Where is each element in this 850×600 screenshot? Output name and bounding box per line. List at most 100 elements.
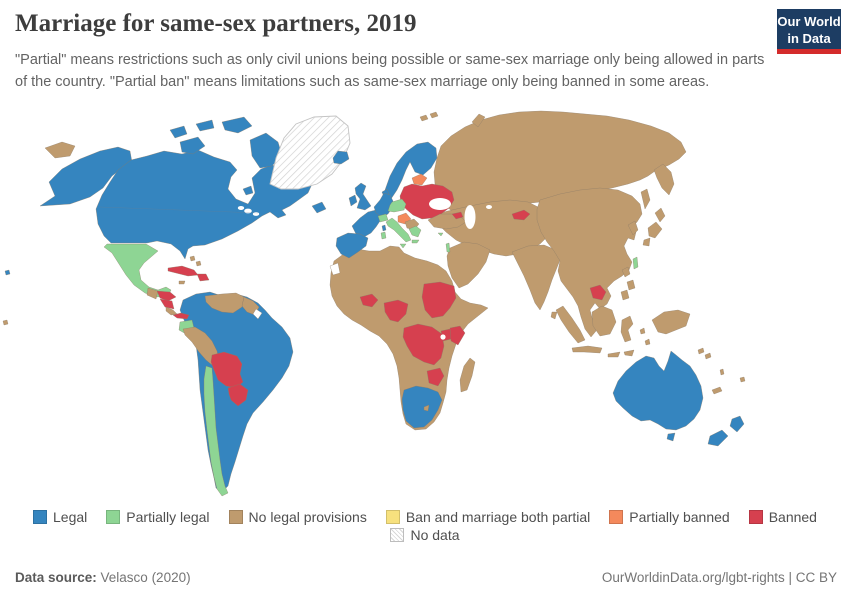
region-italy[interactable] bbox=[385, 217, 412, 243]
region-venezuela[interactable] bbox=[204, 292, 245, 314]
region-panama[interactable] bbox=[172, 312, 190, 320]
region-baltics[interactable] bbox=[411, 173, 428, 186]
great-lake-huron bbox=[244, 208, 252, 214]
region-paraguay[interactable] bbox=[227, 383, 249, 407]
region-french-guiana[interactable] bbox=[252, 308, 263, 320]
region-scandinavia[interactable] bbox=[382, 141, 438, 206]
region-mexico[interactable] bbox=[103, 243, 172, 298]
region-bahamas[interactable] bbox=[189, 255, 202, 267]
region-costa-rica[interactable] bbox=[165, 306, 178, 316]
region-polynesia[interactable] bbox=[2, 319, 9, 326]
region-novaya-zemlya[interactable] bbox=[471, 113, 486, 128]
region-russia-far-left[interactable] bbox=[44, 141, 76, 159]
region-nicaragua[interactable] bbox=[159, 298, 175, 310]
legend-item-no_data[interactable]: No data bbox=[390, 527, 460, 543]
region-australia[interactable] bbox=[612, 350, 704, 431]
region-moluccas[interactable] bbox=[639, 327, 651, 346]
region-sri-lanka[interactable] bbox=[550, 311, 558, 320]
region-hispaniola[interactable] bbox=[196, 273, 210, 282]
region-kyrgyzstan[interactable] bbox=[511, 209, 531, 221]
owid-url-license[interactable]: OurWorldinData.org/lgbt-rights | CC BY bbox=[601, 570, 837, 585]
region-newfoundland[interactable] bbox=[311, 201, 327, 214]
region-philippines-mindanao[interactable] bbox=[620, 289, 630, 301]
region-guatemala[interactable] bbox=[146, 287, 159, 300]
region-southampton-island[interactable] bbox=[242, 185, 254, 196]
region-greenland[interactable] bbox=[269, 115, 351, 190]
legend-item-banned[interactable]: Banned bbox=[748, 509, 817, 525]
region-tasmania[interactable] bbox=[666, 432, 676, 442]
region-korea[interactable] bbox=[627, 220, 639, 236]
region-kenya[interactable] bbox=[449, 325, 466, 346]
region-japan-hokkaido[interactable] bbox=[654, 207, 666, 223]
region-victoria-island[interactable] bbox=[179, 136, 206, 155]
region-vanuatu[interactable] bbox=[719, 368, 725, 376]
region-corsica[interactable] bbox=[381, 224, 387, 232]
region-ellesmere-island[interactable] bbox=[221, 116, 253, 134]
region-drc[interactable] bbox=[402, 323, 445, 366]
region-fiji[interactable] bbox=[739, 376, 746, 383]
region-sicily[interactable] bbox=[399, 243, 407, 249]
region-czechia-austria[interactable] bbox=[387, 198, 407, 213]
region-chile[interactable] bbox=[203, 365, 229, 497]
region-jamaica[interactable] bbox=[178, 280, 186, 285]
region-japan-honshu[interactable] bbox=[647, 221, 663, 239]
data-source-note: Data source: Velasco (2020) bbox=[15, 570, 191, 585]
region-philippines-visayas[interactable] bbox=[626, 279, 636, 291]
region-new-caledonia[interactable] bbox=[711, 386, 723, 395]
data-source-value: Velasco (2020) bbox=[96, 570, 191, 585]
legend-item-partial_legal[interactable]: Partially legal bbox=[106, 509, 210, 525]
region-burkina-faso[interactable] bbox=[359, 293, 379, 308]
legend-item-none[interactable]: No legal provisions bbox=[228, 509, 367, 525]
region-banks-island[interactable] bbox=[169, 125, 188, 139]
region-switzerland[interactable] bbox=[377, 213, 389, 223]
legend-item-legal[interactable]: Legal bbox=[33, 509, 87, 525]
region-new-guinea[interactable] bbox=[651, 309, 691, 335]
region-parry-islands[interactable] bbox=[195, 119, 215, 132]
region-greece-albania[interactable] bbox=[408, 225, 422, 238]
region-iceland[interactable] bbox=[332, 150, 350, 165]
region-philippines-luzon[interactable] bbox=[621, 266, 631, 278]
region-arabia[interactable] bbox=[446, 241, 491, 289]
region-israel[interactable] bbox=[445, 242, 451, 253]
region-crete[interactable] bbox=[411, 239, 420, 244]
region-hawaii[interactable] bbox=[4, 269, 11, 276]
region-new-zealand-south[interactable] bbox=[707, 429, 729, 447]
region-solomon-islands[interactable] bbox=[697, 347, 712, 360]
region-alaska[interactable] bbox=[39, 146, 133, 207]
region-svalbard[interactable] bbox=[419, 111, 439, 122]
region-uk[interactable] bbox=[354, 182, 372, 211]
region-sakhalin[interactable] bbox=[640, 188, 651, 210]
legend-item-partial_ban[interactable]: Partially banned bbox=[609, 509, 730, 525]
region-china-se-asia[interactable] bbox=[536, 187, 643, 338]
region-sumatra[interactable] bbox=[555, 305, 586, 344]
region-kamchatka[interactable] bbox=[653, 163, 675, 196]
region-south-africa[interactable] bbox=[401, 385, 443, 429]
region-cyprus[interactable] bbox=[437, 232, 444, 237]
region-sulawesi[interactable] bbox=[620, 315, 634, 343]
region-lesser-sunda[interactable] bbox=[607, 349, 635, 358]
region-taiwan[interactable] bbox=[632, 256, 639, 270]
region-madagascar[interactable] bbox=[459, 357, 476, 393]
region-honduras[interactable] bbox=[156, 290, 177, 302]
region-borneo[interactable] bbox=[591, 305, 617, 337]
region-sardinia[interactable] bbox=[380, 231, 387, 240]
region-nigeria[interactable] bbox=[383, 299, 409, 323]
region-cambodia[interactable] bbox=[589, 284, 607, 301]
region-sudan[interactable] bbox=[421, 281, 457, 319]
region-india[interactable] bbox=[511, 244, 561, 311]
region-japan-kyushu[interactable] bbox=[642, 237, 651, 247]
region-eastern-europe[interactable] bbox=[399, 183, 455, 220]
region-java[interactable] bbox=[571, 345, 603, 354]
region-lesotho[interactable] bbox=[423, 404, 430, 412]
legend-item-ban_marriage_partial[interactable]: Ban and marriage both partial bbox=[385, 509, 590, 525]
region-ireland[interactable] bbox=[348, 194, 358, 207]
region-canada-usa[interactable] bbox=[95, 149, 314, 260]
region-new-zealand-north[interactable] bbox=[729, 415, 745, 433]
region-iberia[interactable] bbox=[335, 232, 369, 259]
region-zimbabwe[interactable] bbox=[426, 367, 445, 387]
region-western-sahara[interactable] bbox=[329, 262, 341, 276]
region-cuba[interactable] bbox=[167, 265, 199, 277]
region-armenia[interactable] bbox=[451, 211, 464, 220]
owid-logo[interactable]: Our World in Data bbox=[777, 9, 841, 54]
